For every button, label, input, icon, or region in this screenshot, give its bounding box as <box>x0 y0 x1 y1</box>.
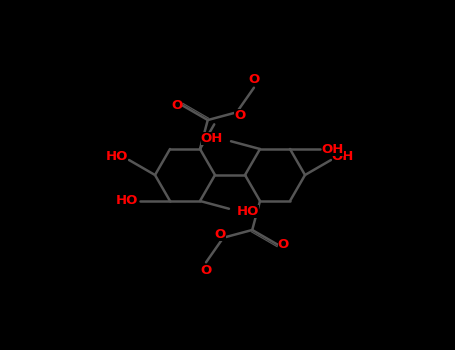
Text: O: O <box>171 99 182 112</box>
Text: HO: HO <box>106 150 128 163</box>
Text: O: O <box>215 228 226 241</box>
Text: O: O <box>278 238 289 251</box>
Text: HO: HO <box>116 195 138 208</box>
Text: HO: HO <box>237 205 259 218</box>
Text: O: O <box>248 73 259 86</box>
Text: O: O <box>234 109 245 122</box>
Text: O: O <box>200 264 212 277</box>
Text: OH: OH <box>201 132 223 145</box>
Text: OH: OH <box>322 142 344 155</box>
Text: OH: OH <box>332 150 354 163</box>
